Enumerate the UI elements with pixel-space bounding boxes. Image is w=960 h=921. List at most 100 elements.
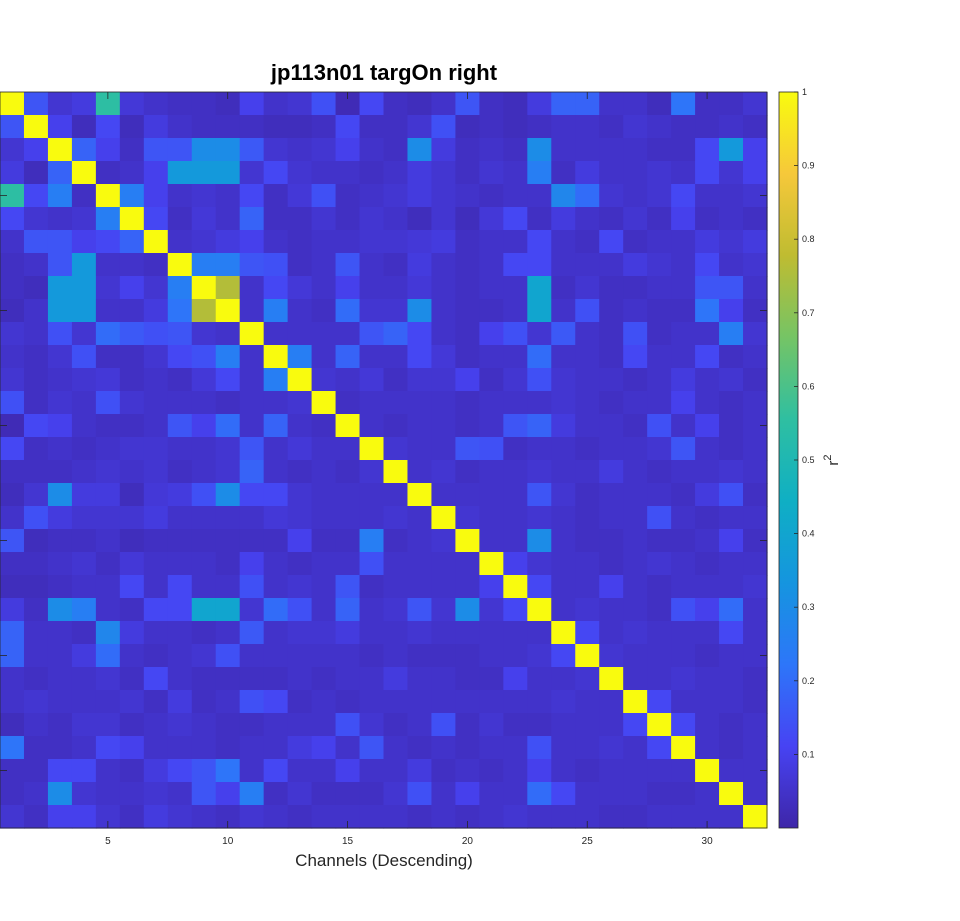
- heatmap-cell: [623, 161, 648, 185]
- heatmap-cell: [407, 207, 433, 231]
- heatmap-cell: [287, 437, 313, 461]
- heatmap-cell: [455, 414, 480, 438]
- heatmap-cell: [695, 690, 720, 714]
- heatmap-cell: [719, 138, 744, 162]
- heatmap-cell: [647, 713, 672, 737]
- heatmap-cell: [311, 506, 337, 530]
- heatmap-cell: [623, 575, 648, 599]
- heatmap-cell: [407, 161, 433, 185]
- heatmap-cell: [479, 713, 504, 737]
- heatmap-cell: [527, 322, 552, 346]
- heatmap-cell: [431, 805, 457, 829]
- heatmap-cell: [431, 460, 457, 484]
- heatmap-cell: [743, 345, 768, 369]
- heatmap-cell: [23, 391, 49, 415]
- heatmap-cell: [191, 437, 217, 461]
- heatmap-cell: [551, 207, 576, 231]
- heatmap-cell: [215, 161, 241, 185]
- heatmap-cell: [191, 552, 217, 576]
- heatmap-cell: [503, 414, 528, 438]
- heatmap-cell: [479, 92, 504, 116]
- heatmap-cell: [287, 713, 313, 737]
- heatmap-cell: [0, 690, 25, 714]
- heatmap-cell: [47, 276, 73, 300]
- heatmap-cell: [383, 299, 409, 323]
- heatmap-cell: [719, 805, 744, 829]
- heatmap-cell: [263, 690, 289, 714]
- heatmap-cell: [335, 805, 361, 829]
- heatmap-cell: [575, 782, 600, 806]
- heatmap-cell: [599, 115, 624, 139]
- heatmap-cell: [335, 253, 361, 277]
- heatmap-cell: [479, 805, 504, 829]
- colorbar-tick-label: 0.7: [802, 308, 815, 318]
- heatmap-cell: [743, 644, 768, 668]
- heatmap-cell: [623, 299, 648, 323]
- heatmap-cell: [263, 529, 289, 553]
- heatmap-cell: [287, 391, 313, 415]
- heatmap-cell: [743, 529, 768, 553]
- heatmap-cell: [383, 207, 409, 231]
- heatmap-cell: [551, 529, 576, 553]
- heatmap-cell: [743, 368, 768, 392]
- heatmap-cell: [263, 322, 289, 346]
- heatmap-cell: [599, 460, 624, 484]
- heatmap-cell: [743, 782, 768, 806]
- heatmap-cell: [167, 184, 193, 208]
- heatmap-cell: [695, 736, 720, 760]
- heatmap-cell: [647, 736, 672, 760]
- heatmap-cell: [263, 552, 289, 576]
- heatmap-cell: [455, 690, 480, 714]
- heatmap-cell: [575, 575, 600, 599]
- heatmap-cell: [431, 368, 457, 392]
- heatmap-cell: [431, 644, 457, 668]
- heatmap-cell: [191, 460, 217, 484]
- heatmap-cell: [359, 621, 385, 645]
- heatmap-cell: [671, 575, 696, 599]
- heatmap-cell: [743, 276, 768, 300]
- heatmap-cell: [719, 115, 744, 139]
- heatmap-cell: [47, 713, 73, 737]
- heatmap-cell: [575, 230, 600, 254]
- heatmap-cell: [695, 253, 720, 277]
- heatmap-cell: [311, 805, 337, 829]
- heatmap-cell: [47, 368, 73, 392]
- heatmap-cell: [503, 345, 528, 369]
- heatmap-cell: [383, 322, 409, 346]
- heatmap-cell: [239, 667, 265, 691]
- heatmap-cell: [359, 713, 385, 737]
- heatmap-cell: [407, 299, 433, 323]
- heatmap-cell: [719, 621, 744, 645]
- heatmap-cell: [671, 529, 696, 553]
- heatmap-cell: [215, 115, 241, 139]
- heatmap-cell: [95, 345, 121, 369]
- heatmap-cell: [167, 276, 193, 300]
- heatmap-cell: [551, 276, 576, 300]
- heatmap-cell: [311, 667, 337, 691]
- heatmap-cell: [119, 736, 145, 760]
- heatmap-cell: [551, 782, 576, 806]
- heatmap-cell: [527, 414, 552, 438]
- heatmap-cell: [239, 805, 265, 829]
- heatmap-cell: [407, 621, 433, 645]
- heatmap-cell: [671, 92, 696, 116]
- heatmap-cell: [71, 575, 97, 599]
- heatmap-cell: [335, 506, 361, 530]
- heatmap-cell: [503, 276, 528, 300]
- heatmap-cell: [143, 92, 169, 116]
- heatmap-cell: [191, 253, 217, 277]
- colorbar-ticks: 0.1 0.2 0.3 0.4 0.5 0.6 0.7 0.8 0.9 1: [794, 87, 815, 759]
- heatmap-cell: [551, 253, 576, 277]
- heatmap-cell: [0, 276, 25, 300]
- heatmap-cell: [599, 759, 624, 783]
- heatmap-cell: [71, 207, 97, 231]
- heatmap-cell: [239, 391, 265, 415]
- heatmap-cell: [0, 368, 25, 392]
- heatmap-cell: [647, 253, 672, 277]
- heatmap-cell: [743, 736, 768, 760]
- heatmap-cell: [527, 299, 552, 323]
- heatmap-cell: [287, 483, 313, 507]
- heatmap-cell: [263, 391, 289, 415]
- heatmap-cell: [719, 690, 744, 714]
